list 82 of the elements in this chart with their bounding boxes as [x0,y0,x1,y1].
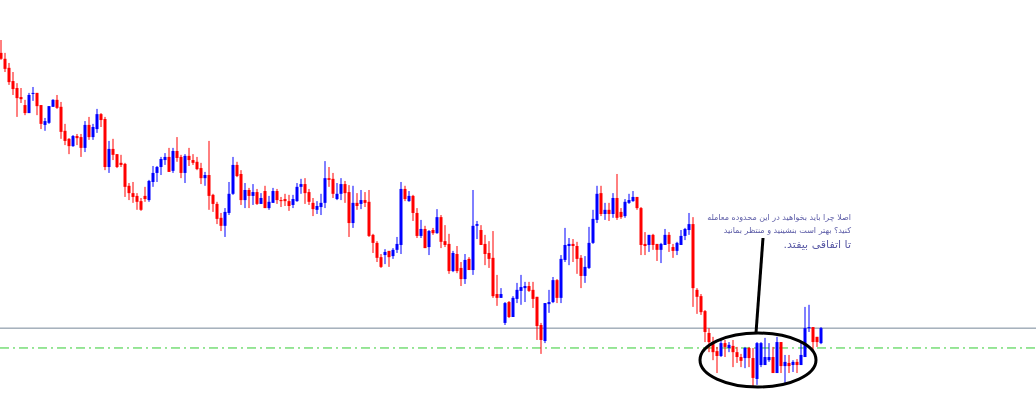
candlestick [331,172,335,199]
candlestick [251,183,255,206]
candlestick [15,82,19,118]
candlestick [687,212,691,236]
candlestick [159,156,163,176]
candlestick [183,153,187,184]
candlestick [107,140,111,174]
candlestick [295,182,299,203]
candlestick [787,354,791,374]
candlestick [623,198,627,219]
candlestick [247,187,251,209]
candlestick [607,202,611,222]
candlestick [83,120,87,153]
candlestick [731,339,735,368]
candlestick [671,243,675,259]
annotation: تا اتفاقی بیفتد. [783,238,851,251]
candlestick [771,346,775,374]
candlestick [351,185,355,229]
candlestick [435,208,439,235]
candlestick [267,195,271,211]
candlestick [419,219,423,239]
candlestick [567,237,571,266]
candlestick [743,346,747,369]
candlestick [23,99,27,116]
candlestick [355,192,359,211]
candlestick [767,342,771,363]
candlestick [723,339,727,358]
candlestick [135,192,139,211]
candlestick [95,108,99,134]
candlestick [207,140,211,211]
candlestick [243,182,247,209]
candlestick [187,147,191,167]
candlestick [203,171,207,187]
candlestick [727,341,731,353]
candlestick [359,189,363,210]
candlestick [451,250,455,273]
annotation: کنید؟ بهتر است بنشینید و منتظر بمانید [723,226,852,235]
candlestick [19,87,23,104]
candlestick [427,229,431,256]
candlestick [335,182,339,201]
candlestick [523,281,527,303]
candlestick [383,248,387,265]
candlestick [431,227,435,236]
candlestick [199,162,203,185]
candlestick [599,185,603,217]
annotation: اصلا چرا باید بخواهید در این محدوده معامله [707,213,851,222]
candlestick [123,162,127,198]
candlestick [163,152,167,166]
candlestick [611,192,615,219]
candlestick [783,354,787,384]
candlestick [763,337,767,366]
candlestick [603,202,607,221]
candlestick [167,147,171,173]
candlestick [715,346,719,374]
candlestick [739,353,743,368]
candlestick [179,154,183,179]
candlestick [631,190,635,203]
candlestick [555,278,559,304]
candlestick [87,116,91,141]
candlestick [339,177,343,201]
candlestick [387,250,391,268]
candlestick [407,190,411,203]
candlestick [735,346,739,364]
candlestick [191,153,195,166]
candlestick [503,301,507,326]
candlestick [519,274,523,306]
candlestick [499,287,503,299]
candlestick [667,231,671,253]
candlestick [303,177,307,205]
candlestick [483,234,487,266]
candlestick [551,276,555,304]
candlestick [615,173,619,221]
candlestick [79,133,83,158]
candlestick [283,193,287,207]
candlestick [463,253,467,285]
candlestick [791,359,795,373]
candlestick [171,147,175,174]
candlestick [287,194,291,212]
candlestick [259,192,263,205]
candlestick [811,326,815,351]
candlestick [695,287,699,315]
candlestick [795,358,799,374]
